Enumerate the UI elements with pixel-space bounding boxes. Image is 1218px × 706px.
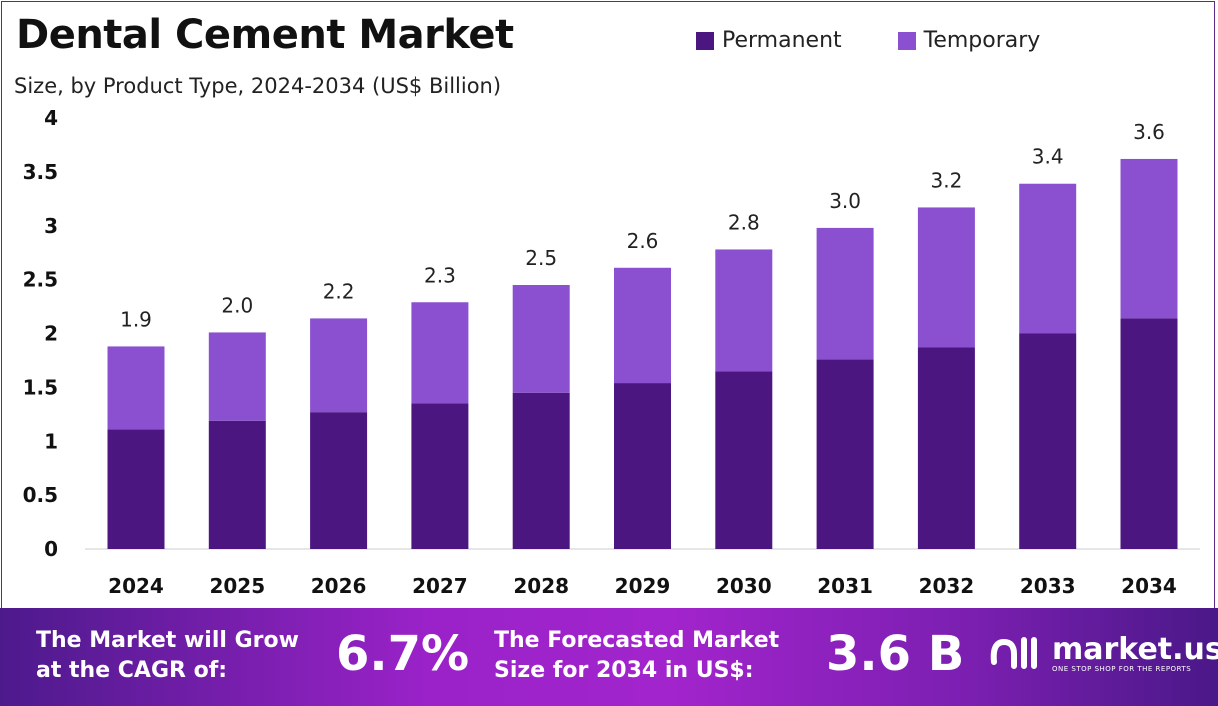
- bar-permanent: [816, 359, 874, 549]
- bar-temporary: [208, 332, 266, 421]
- y-tick-label: 2: [44, 322, 58, 346]
- logo-name: market.us: [1052, 632, 1218, 667]
- total-label: 2.3: [424, 263, 456, 287]
- bar-temporary: [816, 227, 874, 360]
- forecast-label-line2: Size for 2034 in US$:: [494, 658, 754, 683]
- cagr-label-line2: at the CAGR of:: [36, 658, 228, 683]
- y-tick-label: 1: [44, 429, 58, 453]
- bar-temporary: [1120, 158, 1178, 319]
- total-label: 3.2: [930, 168, 962, 192]
- bar-permanent: [208, 420, 266, 549]
- bar-temporary: [310, 318, 368, 413]
- x-tick-label: 2033: [1020, 574, 1076, 598]
- cagr-label-line1: The Market will Grow: [36, 628, 299, 653]
- legend: Permanent Temporary: [696, 28, 1040, 53]
- forecast-value: 3.6 B: [826, 626, 965, 682]
- total-label: 2.8: [728, 210, 760, 234]
- bar-permanent: [107, 429, 165, 549]
- bar-permanent: [310, 412, 368, 549]
- y-tick-label: 0.5: [23, 483, 58, 507]
- bar-temporary: [411, 302, 469, 404]
- bar-permanent: [411, 403, 469, 549]
- bar-temporary: [715, 249, 773, 372]
- total-label: 2.5: [525, 246, 557, 270]
- total-label: 2.6: [627, 229, 659, 253]
- chart-title: Dental Cement Market: [16, 12, 514, 58]
- y-tick-label: 3: [44, 214, 58, 238]
- legend-swatch-permanent: [696, 31, 714, 50]
- y-tick-label: 4: [44, 106, 58, 130]
- bar-permanent: [917, 347, 975, 549]
- footer-banner: The Market will Grow at the CAGR of: 6.7…: [0, 608, 1218, 706]
- logo-tagline: ONE STOP SHOP FOR THE REPORTS: [1052, 665, 1192, 673]
- cagr-value: 6.7%: [336, 626, 470, 682]
- x-tick-label: 2026: [311, 574, 367, 598]
- total-label: 2.2: [323, 279, 355, 303]
- x-tick-label: 2028: [513, 574, 569, 598]
- legend-item-temporary: Temporary: [897, 28, 1041, 53]
- chart-subtitle: Size, by Product Type, 2024-2034 (US$ Bi…: [14, 74, 502, 98]
- x-tick-label: 2034: [1121, 574, 1177, 598]
- cagr-label: The Market will Grow at the CAGR of:: [36, 626, 299, 686]
- legend-swatch-temporary: [897, 31, 916, 50]
- market-us-logo: market.us ONE STOP SHOP FOR THE REPORTS: [988, 632, 1218, 676]
- total-label: 3.0: [829, 189, 861, 213]
- bar-permanent: [512, 392, 570, 549]
- bar-temporary: [107, 346, 165, 430]
- bar-temporary: [614, 267, 671, 384]
- x-tick-label: 2027: [412, 574, 468, 598]
- legend-label: Permanent: [722, 28, 842, 53]
- bar-permanent: [614, 383, 671, 549]
- bar-temporary: [1019, 183, 1077, 334]
- total-label: 3.6: [1133, 120, 1165, 144]
- forecast-label: The Forecasted Market Size for 2034 in U…: [494, 626, 779, 686]
- x-tick-label: 2029: [615, 574, 671, 598]
- legend-label: Temporary: [923, 28, 1041, 53]
- bar-permanent: [1120, 318, 1178, 549]
- logo-icon: [990, 637, 1037, 669]
- bar-permanent: [715, 371, 773, 549]
- bar-temporary: [917, 207, 975, 348]
- y-tick-label: 3.5: [23, 160, 58, 184]
- x-tick-label: 2030: [716, 574, 772, 598]
- y-tick-label: 2.5: [23, 268, 58, 292]
- total-label: 1.9: [120, 307, 152, 331]
- x-tick-label: 2031: [817, 574, 873, 598]
- bar-chart: 0 0.5 1 1.5 2 2.5 3 3.5 4 1.9 2024 2.0 2025 2.2 2026 2.…: [23, 106, 1200, 598]
- y-tick-label: 1.5: [23, 375, 58, 399]
- x-tick-label: 2024: [108, 574, 164, 598]
- bar-permanent: [1019, 333, 1077, 549]
- legend-item-permanent: Permanent: [696, 28, 842, 53]
- total-label: 3.4: [1032, 145, 1064, 169]
- x-tick-label: 2025: [209, 574, 265, 598]
- x-tick-label: 2032: [919, 574, 975, 598]
- y-tick-label: 0: [44, 537, 58, 561]
- total-label: 2.0: [221, 293, 253, 317]
- forecast-label-line1: The Forecasted Market: [494, 628, 780, 653]
- bar-temporary: [512, 285, 570, 393]
